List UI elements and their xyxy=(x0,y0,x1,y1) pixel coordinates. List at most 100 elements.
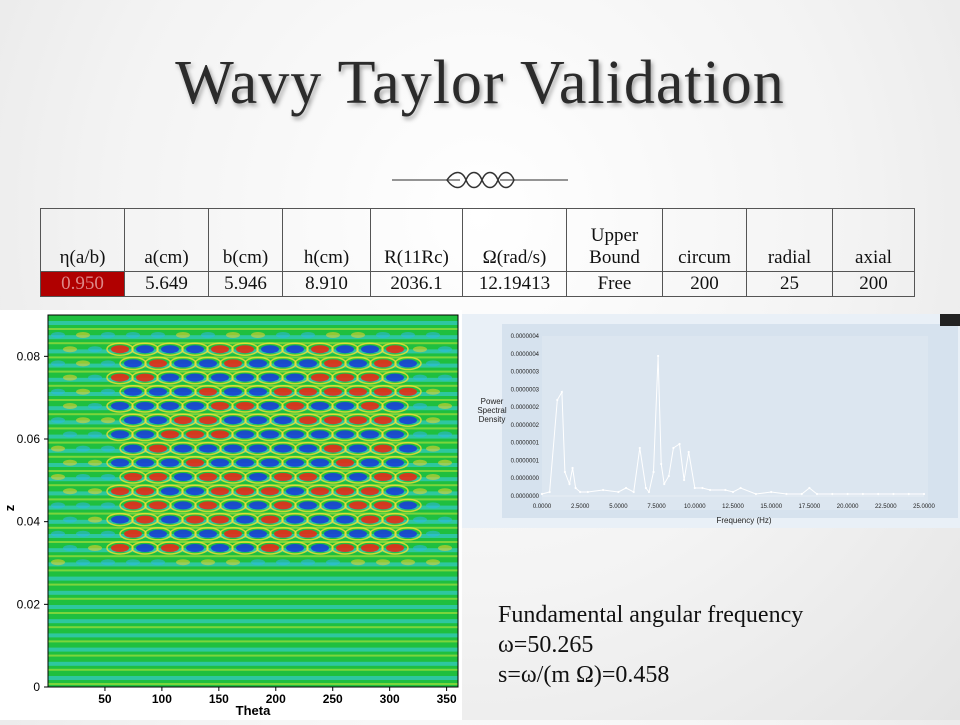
decorative-divider-icon xyxy=(392,171,568,189)
contour-xtick-label: 150 xyxy=(209,692,229,706)
psd-point xyxy=(574,486,577,490)
psd-point xyxy=(724,488,727,492)
psd-xtick-label: 2.5000 xyxy=(571,504,590,510)
psd-point xyxy=(548,490,551,494)
psd-ytick-label: 0.0000004 xyxy=(511,352,540,358)
psd-chart: 0.0000000 0.0000000 0.0000001 0.0000001 0.00… xyxy=(462,314,960,528)
psd-point xyxy=(678,442,681,446)
psd-xtick-label: 12.5000 xyxy=(722,504,744,510)
value-cell: 5.946 xyxy=(208,271,283,297)
psd-ytick-label: 0.0000000 xyxy=(511,476,540,482)
psd-point xyxy=(652,470,655,474)
contour-xtick-label: 200 xyxy=(266,692,286,706)
psd-xtick-label: 15.0000 xyxy=(760,504,782,510)
header-cell: circum xyxy=(662,208,747,272)
value-cell: 8.910 xyxy=(282,271,371,297)
psd-point xyxy=(647,490,651,494)
psd-xtick-label: 25.0000 xyxy=(913,504,935,510)
psd-ytick-label: 0.0000003 xyxy=(511,370,540,376)
psd-point xyxy=(907,492,910,496)
caption-line: ω=50.265 xyxy=(498,632,594,658)
value-cell: 200 xyxy=(662,271,747,297)
psd-xtick-label: 17.5000 xyxy=(799,504,821,510)
psd-point xyxy=(831,492,834,496)
header-cell: b(cm) xyxy=(208,208,283,272)
psd-point xyxy=(846,492,849,496)
psd-ytick-label: 0.0000001 xyxy=(511,458,540,464)
header-cell: R(11Rc) xyxy=(370,208,463,272)
contour-ytick-label: 0.02 xyxy=(17,597,41,611)
psd-point xyxy=(877,492,880,496)
psd-point xyxy=(660,462,663,466)
value-cell: 5.649 xyxy=(124,271,209,297)
psd-point xyxy=(683,478,686,482)
value-cell-highlighted: 0.950 xyxy=(40,271,125,297)
psd-point xyxy=(563,470,567,474)
psd-ytick-label: 0.0000004 xyxy=(511,334,540,340)
psd-point xyxy=(892,492,895,496)
psd-point xyxy=(560,390,563,394)
psd-point xyxy=(731,490,735,494)
header-cell: axial xyxy=(832,208,915,272)
header-cell: η(a/b) xyxy=(40,208,125,272)
psd-point xyxy=(657,354,660,358)
parameter-table: η(a/b) a(cm) b(cm) h(cm) R(11Rc) Ω(rad/s… xyxy=(40,208,915,297)
value-cell: 25 xyxy=(746,271,833,297)
caption-line: s=ω/(m Ω)=0.458 xyxy=(498,662,670,688)
psd-point xyxy=(808,486,811,490)
psd-point xyxy=(571,466,574,470)
contour-xtick-label: 50 xyxy=(98,692,112,706)
psd-xtick-label: 0.0000 xyxy=(533,504,552,510)
contour-xtick-label: 100 xyxy=(152,692,172,706)
psd-ytick-label: 0.0000002 xyxy=(511,423,540,429)
psd-ytick-label: 0.0000002 xyxy=(511,405,540,411)
contour-ytick-label: 0 xyxy=(33,680,40,694)
psd-point xyxy=(922,492,926,496)
psd-point xyxy=(672,446,675,450)
psd-ytick-label: 0.0000001 xyxy=(511,441,540,447)
contour-xtick-label: 250 xyxy=(323,692,343,706)
header-cell: Ω(rad/s) xyxy=(462,208,567,272)
psd-point xyxy=(701,486,704,490)
value-cell: 12.19413 xyxy=(462,271,567,297)
psd-point xyxy=(800,492,803,496)
psd-point xyxy=(667,474,670,478)
psd-point xyxy=(770,490,773,494)
psd-point xyxy=(687,450,690,454)
psd-point xyxy=(632,490,635,494)
value-cell: 2036.1 xyxy=(370,271,463,297)
contour-ytick-label: 0.04 xyxy=(17,515,41,529)
psd-point xyxy=(617,490,620,494)
psd-xtick-label: 22.5000 xyxy=(875,504,897,510)
psd-point xyxy=(815,492,819,496)
psd-point xyxy=(754,492,758,496)
contour-xtick-label: 300 xyxy=(380,692,400,706)
psd-point xyxy=(540,492,544,496)
psd-xtick-label: 5.0000 xyxy=(609,504,628,510)
table-header-row: η(a/b) a(cm) b(cm) h(cm) R(11Rc) Ω(rad/s… xyxy=(40,208,915,272)
caption-block: Fundamental angular frequency ω=50.265 s… xyxy=(498,600,803,690)
psd-point xyxy=(785,492,788,496)
psd-xtick-label: 20.0000 xyxy=(837,504,859,510)
psd-xtick-label: 7.5000 xyxy=(647,504,666,510)
psd-ytick-label: 0.0000000 xyxy=(511,494,540,500)
contour-xlabel: Theta xyxy=(236,703,271,718)
psd-point xyxy=(556,398,559,402)
psd-point xyxy=(624,486,628,490)
psd-point xyxy=(693,486,696,490)
psd-xlabel: Frequency (Hz) xyxy=(716,516,771,525)
psd-point xyxy=(739,486,742,490)
contour-ylabel: z xyxy=(2,504,17,511)
psd-point xyxy=(579,490,582,494)
psd-ytick-label: 0.0000003 xyxy=(511,387,540,393)
psd-point xyxy=(602,488,605,492)
value-cell: 200 xyxy=(832,271,915,297)
table-row: 0.950 5.649 5.946 8.910 2036.1 12.19413 … xyxy=(40,271,915,297)
contour-ytick-label: 0.08 xyxy=(17,349,41,363)
psd-point xyxy=(638,446,641,450)
psd-xtick-label: 10.0000 xyxy=(684,504,706,510)
contour-plot: 0 0.02 0.04 0.06 0.08 50 100 150 200 250 300 350 z… xyxy=(0,310,462,720)
psd-point xyxy=(644,486,648,490)
psd-ylabel: Power Spectral Density xyxy=(477,397,507,424)
header-cell: radial xyxy=(746,208,833,272)
